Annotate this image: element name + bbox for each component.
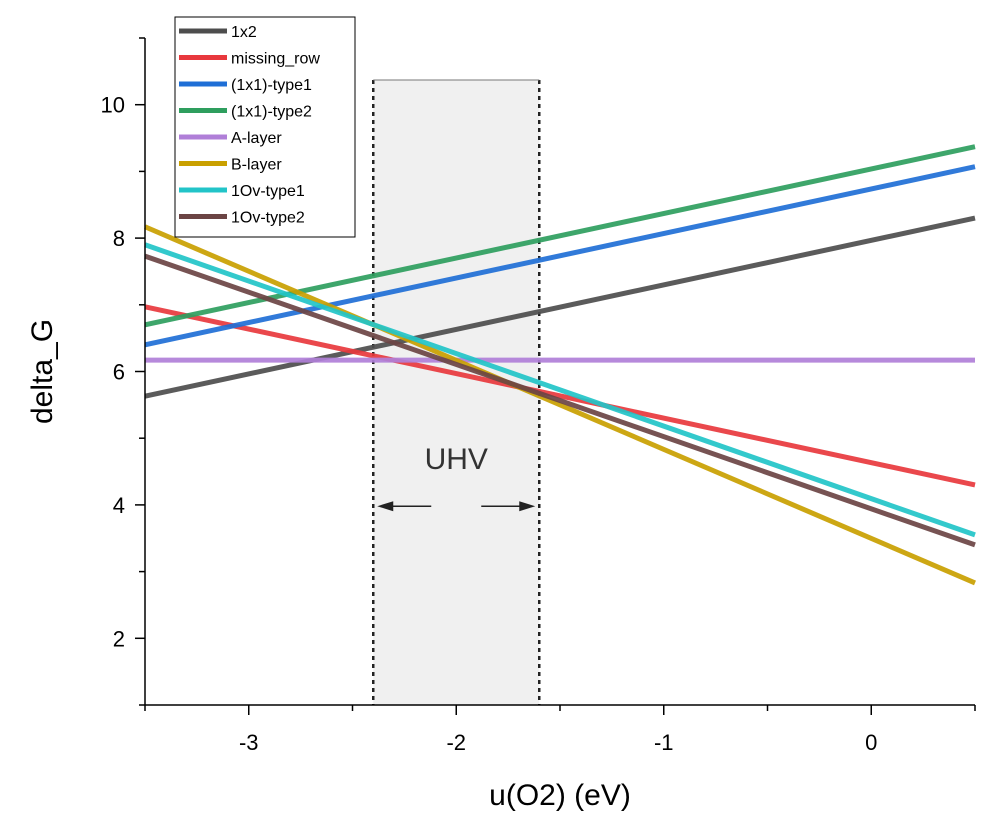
series-line-6 xyxy=(144,242,976,538)
tick-labels: -3 -2 -1 0 2 4 6 8 10 xyxy=(101,93,878,755)
uhv-region xyxy=(373,80,540,706)
annotation-layer: UHV xyxy=(372,79,541,706)
legend-label-7: 1Ov-type2 xyxy=(231,210,305,227)
axes xyxy=(135,37,976,715)
legend-label-2: (1x1)-type1 xyxy=(231,77,312,94)
legend-label-1: missing_row xyxy=(231,51,320,68)
legend-box xyxy=(174,16,356,238)
series-layer xyxy=(144,144,976,586)
uhv-right-arrowhead xyxy=(519,501,536,512)
series-line-1 xyxy=(144,304,976,488)
series-line-5 xyxy=(144,224,976,586)
series-line-7 xyxy=(144,253,976,548)
legend-label-6: 1Ov-type1 xyxy=(231,183,305,200)
x-axis-label: u(O2) (eV) xyxy=(489,779,631,812)
uhv-left-arrowhead xyxy=(377,501,394,512)
legend-label-0: 1x2 xyxy=(231,24,257,41)
x-tick-label: 0 xyxy=(865,730,877,755)
x-tick-label: -1 xyxy=(654,730,674,755)
y-tick-label: 6 xyxy=(113,360,125,385)
y-tick-label: 4 xyxy=(113,493,125,518)
legend-label-4: A-layer xyxy=(231,130,282,147)
x-tick-label: -3 xyxy=(239,730,259,755)
y-axis-label: delta_G xyxy=(26,319,59,424)
legend-label-3: (1x1)-type2 xyxy=(231,104,312,121)
x-tick-label: -2 xyxy=(446,730,466,755)
y-tick-label: 8 xyxy=(113,226,125,251)
series-line-0 xyxy=(144,215,976,399)
y-tick-label: 2 xyxy=(113,626,125,651)
legend: 1x2 missing_row (1x1)-type1 (1x1)-type2 A-la… xyxy=(174,16,356,238)
legend-label-5: B-layer xyxy=(231,157,282,174)
uhv-label: UHV xyxy=(425,443,488,476)
series-line-2 xyxy=(144,164,976,348)
y-tick-label: 10 xyxy=(101,93,125,118)
